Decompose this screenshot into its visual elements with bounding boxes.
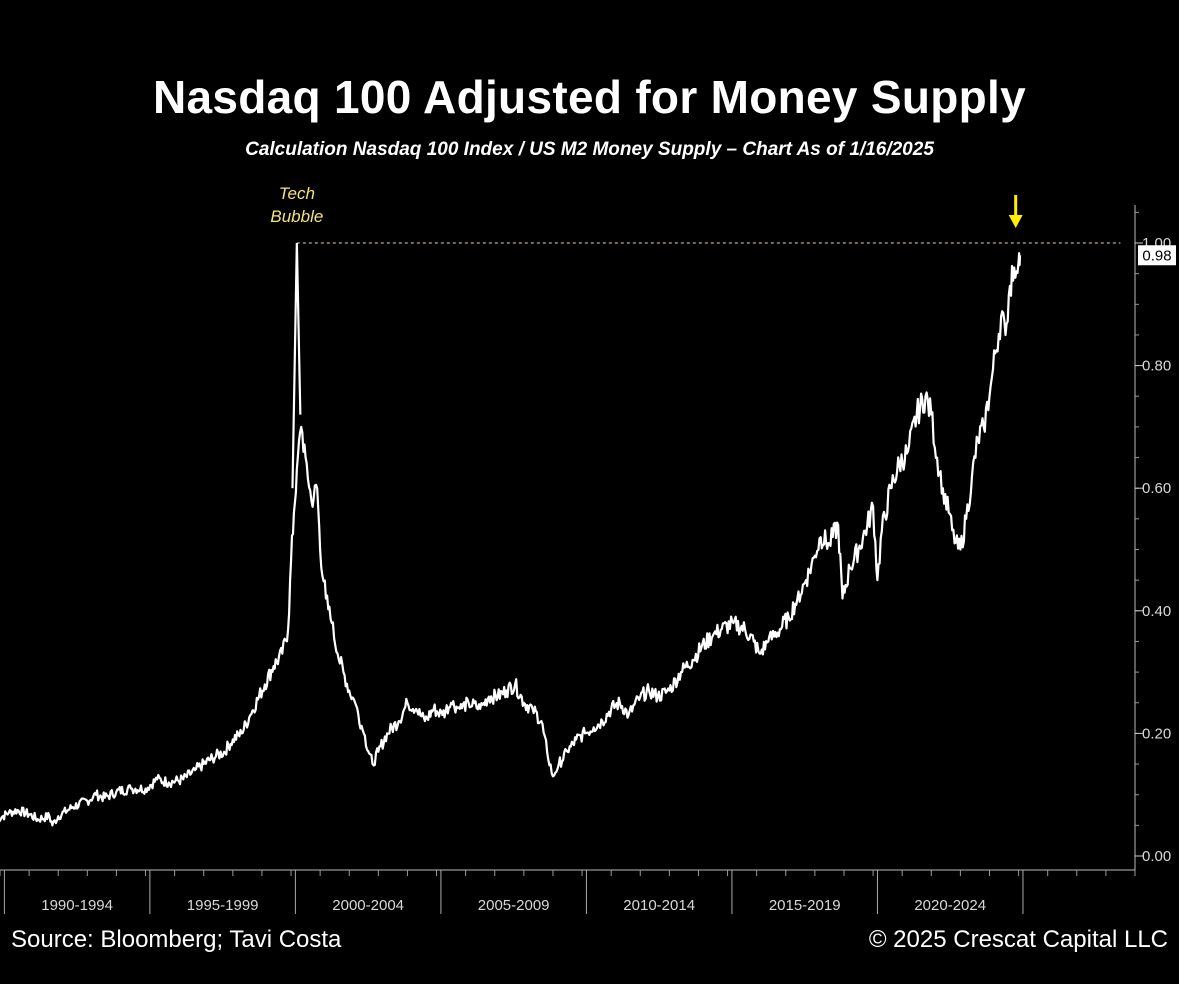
x-period-label: 1990-1994 bbox=[41, 897, 113, 914]
x-period-label: 2015-2019 bbox=[769, 897, 841, 914]
annotation-tech: Tech bbox=[279, 184, 315, 203]
x-period-label: 2000-2004 bbox=[332, 897, 404, 914]
chart-subtitle: Calculation Nasdaq 100 Index / US M2 Mon… bbox=[245, 139, 934, 160]
chart-axes bbox=[0, 205, 1139, 876]
arrow-head bbox=[1008, 215, 1023, 228]
series-peak-spike bbox=[291, 242, 302, 489]
annotation-bubble: Bubble bbox=[270, 207, 323, 226]
y-axis-ticks: 0.000.200.400.600.801.00 bbox=[1135, 235, 1171, 865]
current-value-box bbox=[1138, 245, 1176, 266]
copyright-notice: © 2025 Crescat Capital LLC bbox=[868, 926, 1168, 953]
y-tick-label: 0.60 bbox=[1142, 480, 1171, 497]
x-period-label: 2010-2014 bbox=[623, 897, 695, 914]
series-line-nasdaq-m2 bbox=[0, 252, 1022, 827]
y-tick-label: 0.20 bbox=[1142, 725, 1171, 742]
y-tick-label: 0.00 bbox=[1142, 848, 1171, 865]
chart-title: Nasdaq 100 Adjusted for Money Supply bbox=[152, 71, 1027, 123]
current-value-tag: 0.98 bbox=[1138, 245, 1176, 266]
x-period-label: 2005-2009 bbox=[478, 897, 550, 914]
arrow-down-icon bbox=[1008, 195, 1023, 228]
current-value-label: 0.98 bbox=[1142, 247, 1171, 264]
x-axis-periods: 1990-1994 1995-1999 2000-2004 2005-2009 2010… bbox=[3, 870, 1024, 914]
y-tick-label: 0.80 bbox=[1142, 358, 1171, 375]
chart-canvas: 0.000.200.400.600.801.00 1990-1994 1995-1… bbox=[0, 184, 1176, 914]
y-tick-label: 0.40 bbox=[1142, 603, 1171, 620]
source-credit: Source: Bloomberg; Tavi Costa bbox=[11, 926, 342, 953]
x-period-label: 1995-1999 bbox=[187, 897, 259, 914]
x-period-label: 2020-2024 bbox=[914, 897, 986, 914]
tech-bubble-annotation: Tech Bubble bbox=[270, 184, 323, 226]
